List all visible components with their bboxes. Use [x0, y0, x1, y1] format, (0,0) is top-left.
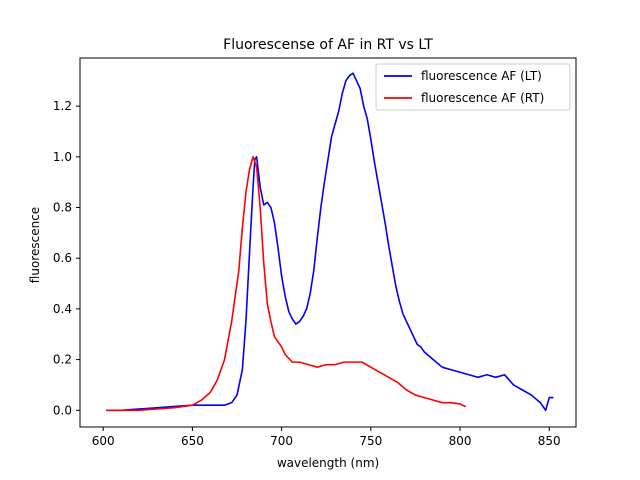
x-tick-label-0: 600	[92, 434, 115, 448]
legend: fluorescence AF (LT) fluorescence AF (RT)	[375, 63, 571, 111]
y-tick-label-0: 0.0	[53, 403, 72, 417]
legend-box	[375, 63, 571, 111]
legend-label-0: fluorescence AF (LT)	[421, 69, 542, 83]
x-tick-label-4: 800	[449, 434, 472, 448]
legend-label-1: fluorescence AF (RT)	[421, 91, 544, 105]
x-tick-label-5: 850	[538, 434, 561, 448]
y-tick-label-3: 0.6	[53, 251, 72, 265]
y-tick-label-4: 0.8	[53, 201, 72, 215]
y-tick-label-5: 1.0	[53, 150, 72, 164]
y-axis-title: fluorescence	[28, 207, 42, 283]
series-line-1	[105, 156, 467, 412]
y-tick-label-1: 0.2	[53, 353, 72, 367]
y-tick-label-2: 0.4	[53, 302, 72, 316]
plot-frame	[79, 57, 577, 428]
x-tick-label-3: 750	[359, 434, 382, 448]
chart-title: Fluorescense of AF in RT vs LT	[223, 37, 433, 53]
x-axis-title: wavelength (nm)	[277, 456, 379, 470]
y-tick-label-6: 1.2	[53, 99, 72, 113]
series-layer	[105, 72, 554, 412]
x-tick-label-1: 650	[181, 434, 204, 448]
series-line-0	[105, 72, 554, 412]
axes-layer: 600 650 700 750 800 850 0.0 0.2 0.4 0.6 0.8 1.0 1.2	[53, 57, 577, 448]
x-tick-label-2: 700	[270, 434, 293, 448]
